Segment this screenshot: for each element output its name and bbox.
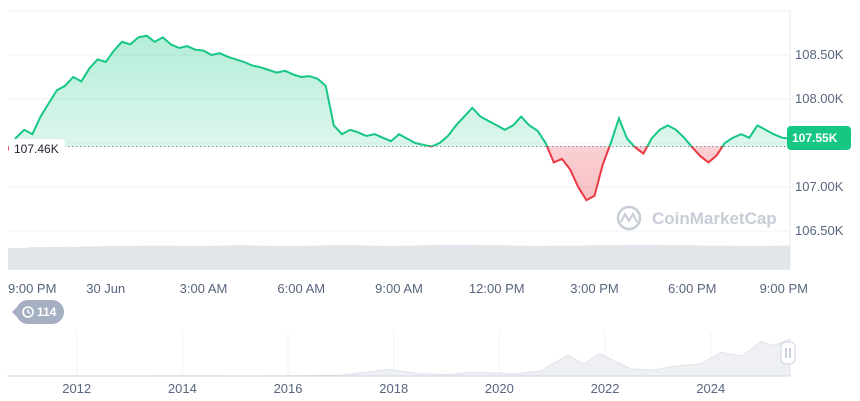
x-tick-label: 9:00 PM (760, 281, 808, 296)
volume-bar (175, 246, 195, 270)
volume-bar (156, 245, 177, 270)
range-navigator[interactable]: 2012 2014 2016 2018 2020 2022 2024 (7, 332, 796, 396)
x-axis-ticks: 9:00 PM 30 Jun 3:00 AM 6:00 AM 9:00 AM 12:00 … (8, 281, 808, 296)
volume-bar (119, 246, 139, 270)
x-tick-label: 9:00 AM (375, 281, 423, 296)
volume-bar (771, 245, 791, 270)
open-price-label: 107.46K (9, 139, 65, 159)
y-tick-label: 107.00K (795, 179, 844, 194)
y-tick-label: 108.50K (795, 47, 844, 62)
current-price-text: 107.55K (792, 131, 838, 145)
volume-bar (547, 245, 568, 270)
volume-bar (529, 246, 549, 270)
navigator-year-labels: 2012 2014 2016 2018 2020 2022 2024 (62, 381, 725, 396)
volume-bar (603, 245, 623, 270)
history-icon (22, 306, 34, 318)
history-badge-count: 114 (37, 305, 57, 319)
volume-bar (641, 244, 661, 270)
volume-bar (678, 245, 698, 270)
volume-bar (715, 245, 735, 270)
volume-bars (8, 244, 791, 270)
volume-bar (194, 246, 214, 270)
current-price-tag: 107.55K (787, 126, 851, 150)
volume-bar (343, 245, 363, 270)
navigator-handle[interactable] (780, 341, 796, 365)
volume-bar (268, 246, 288, 270)
volume-bar (287, 246, 307, 270)
volume-bar (250, 245, 270, 270)
x-tick-label: 6:00 PM (668, 281, 716, 296)
price-area-above-open (8, 35, 790, 147)
volume-bar (417, 245, 437, 270)
volume-bar (399, 245, 419, 270)
price-line-up (9, 34, 790, 147)
current-price-tag-bg (787, 126, 851, 150)
x-tick-label: 6:00 AM (277, 281, 325, 296)
navigator-year-label: 2014 (168, 381, 197, 396)
volume-bar (436, 244, 456, 270)
volume-bar (492, 245, 512, 270)
volume-bar (752, 246, 772, 270)
x-tick-label: 30 Jun (86, 281, 125, 296)
volume-bar (454, 244, 474, 270)
volume-bar (231, 245, 251, 270)
volume-bar (82, 246, 102, 270)
volume-bar (622, 244, 642, 270)
open-price-text: 107.46K (14, 142, 59, 156)
coinmarketcap-logo-wave (620, 211, 638, 224)
volume-bar (8, 248, 28, 270)
volume-bar (585, 245, 605, 270)
volume-bar (473, 245, 493, 270)
watermark-text: CoinMarketCap (652, 209, 777, 228)
navigator-year-label: 2016 (274, 381, 303, 396)
volume-bar (324, 245, 344, 270)
volume-bar (138, 245, 158, 270)
volume-bar (734, 246, 754, 270)
y-tick-label: 106.50K (795, 223, 844, 238)
volume-bar (26, 247, 46, 270)
volume-bar (63, 246, 83, 270)
volume-bar (305, 245, 326, 270)
y-tick-label: 108.00K (795, 91, 844, 106)
history-badge[interactable]: 114 (12, 300, 64, 324)
volume-bar (380, 246, 400, 270)
volume-bar (212, 245, 232, 270)
volume-bar (45, 246, 65, 270)
x-tick-label: 12:00 PM (469, 281, 525, 296)
navigator-year-label: 2018 (379, 381, 408, 396)
navigator-year-label: 2012 (62, 381, 91, 396)
navigator-year-label: 2020 (485, 381, 514, 396)
volume-bar (696, 245, 717, 270)
volume-bar (566, 245, 586, 270)
volume-bar (101, 246, 121, 270)
x-tick-label: 3:00 PM (570, 281, 618, 296)
price-area-below-open (8, 146, 723, 201)
history-badge-bg (16, 300, 64, 324)
coinmarketcap-logo-icon (616, 205, 642, 231)
x-tick-label: 3:00 AM (180, 281, 228, 296)
volume-bar (361, 245, 381, 270)
history-badge-pointer (12, 307, 17, 317)
volume-bar (659, 245, 679, 270)
coinmarketcap-watermark: CoinMarketCap (616, 205, 777, 231)
x-tick-label: 9:00 PM (8, 281, 56, 296)
volume-bar (510, 245, 530, 270)
navigator-year-label: 2022 (591, 381, 620, 396)
open-price-label-bg (9, 139, 65, 159)
navigator-year-label: 2024 (696, 381, 725, 396)
